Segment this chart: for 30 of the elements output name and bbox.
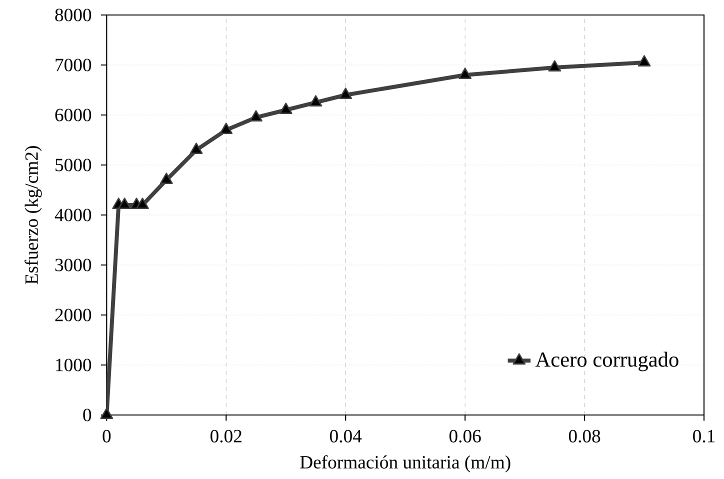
- point: [309, 95, 322, 106]
- y-tick-label: 0: [83, 408, 92, 422]
- x-tick-label: 0: [102, 430, 111, 442]
- y-tick-label: 8000: [55, 8, 92, 22]
- x-tick-label: 0.06: [449, 430, 481, 443]
- point: [160, 172, 173, 184]
- point: [638, 55, 651, 66]
- y-tick-label: 3000: [55, 258, 92, 272]
- x-tick-label: 0.1: [693, 430, 715, 443]
- x-tick-label: 0.04: [330, 430, 362, 443]
- point: [190, 142, 203, 154]
- x-axis-title: Deformación unitaria (m/m): [300, 455, 510, 472]
- y-axis-title: Esfuerzo (kg/cm2): [24, 146, 42, 284]
- point: [136, 198, 149, 210]
- y-tick-label: 2000: [55, 308, 92, 322]
- point: [339, 88, 352, 99]
- x-tick-label: 0.02: [210, 430, 242, 443]
- y-tick-label: 7000: [56, 58, 92, 72]
- y-tick-label: 5000: [56, 158, 92, 172]
- point: [250, 110, 262, 122]
- y-tick-label: 4000: [54, 208, 92, 222]
- x-tick-label: 0.08: [568, 430, 600, 443]
- point: [548, 60, 562, 72]
- point: [220, 122, 233, 134]
- point: [118, 198, 132, 210]
- point: [279, 102, 292, 114]
- legend-label: Acero corrugado: [535, 352, 678, 372]
- point: [458, 68, 472, 79]
- y-tick-label: 1000: [56, 358, 92, 372]
- y-tick-label: 6000: [55, 108, 92, 122]
